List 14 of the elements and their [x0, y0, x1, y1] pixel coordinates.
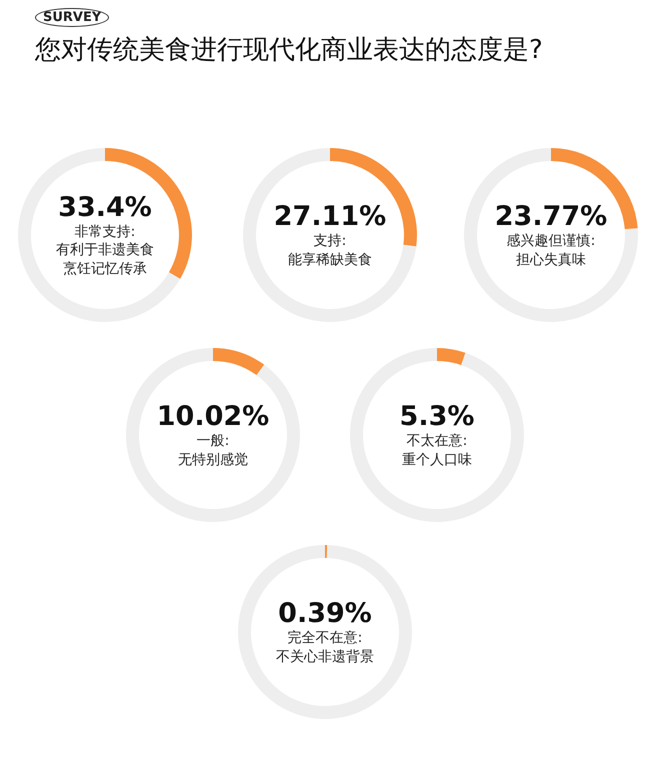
slice-label: 一般:无特别感觉: [178, 432, 248, 469]
slice-label: 感兴趣但谨慎:担心失真味: [506, 232, 596, 269]
data-label: 23.77%: [494, 201, 608, 232]
data-label: 33.4%: [58, 192, 152, 224]
slice-label: 不太在意:重个人口味: [402, 432, 472, 469]
data-label: 10.02%: [156, 401, 270, 432]
text: 您对传统美食进行现代化商业表达的态度是?: [35, 34, 543, 67]
text: SURVEY: [35, 8, 110, 27]
data-label: 5.3%: [400, 401, 474, 432]
slice-label: 完全不在意:不关心非遗背景: [276, 629, 374, 666]
data-label: 0.39%: [278, 598, 372, 630]
slice-label: 支持:能享稀缺美食: [288, 232, 372, 269]
data-label: 27.11%: [274, 201, 386, 232]
slice-label: 非常支持:有利于非遗美食烹饪记忆传承: [55, 223, 155, 278]
